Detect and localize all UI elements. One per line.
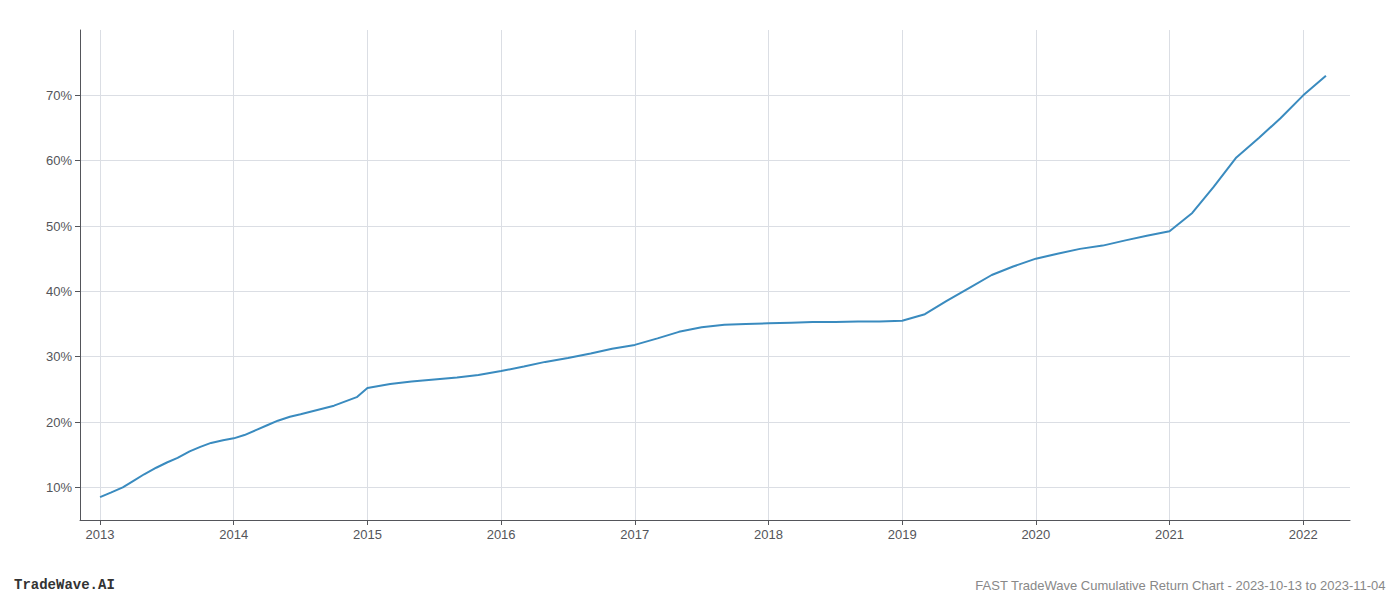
svg-text:2018: 2018 xyxy=(754,527,783,542)
svg-text:2019: 2019 xyxy=(888,527,917,542)
svg-text:60%: 60% xyxy=(46,153,72,168)
svg-text:20%: 20% xyxy=(46,415,72,430)
svg-text:40%: 40% xyxy=(46,284,72,299)
svg-text:2015: 2015 xyxy=(353,527,382,542)
svg-text:2014: 2014 xyxy=(219,527,248,542)
svg-text:2021: 2021 xyxy=(1155,527,1184,542)
svg-text:70%: 70% xyxy=(46,88,72,103)
svg-text:2020: 2020 xyxy=(1021,527,1050,542)
svg-text:30%: 30% xyxy=(46,349,72,364)
svg-text:2022: 2022 xyxy=(1289,527,1318,542)
svg-text:50%: 50% xyxy=(46,219,72,234)
svg-text:2016: 2016 xyxy=(487,527,516,542)
svg-text:10%: 10% xyxy=(46,480,72,495)
svg-text:2013: 2013 xyxy=(86,527,115,542)
svg-text:TradeWave.AI: TradeWave.AI xyxy=(14,577,115,593)
svg-text:FAST TradeWave Cumulative Retu: FAST TradeWave Cumulative Return Chart -… xyxy=(975,578,1385,593)
svg-text:2017: 2017 xyxy=(620,527,649,542)
